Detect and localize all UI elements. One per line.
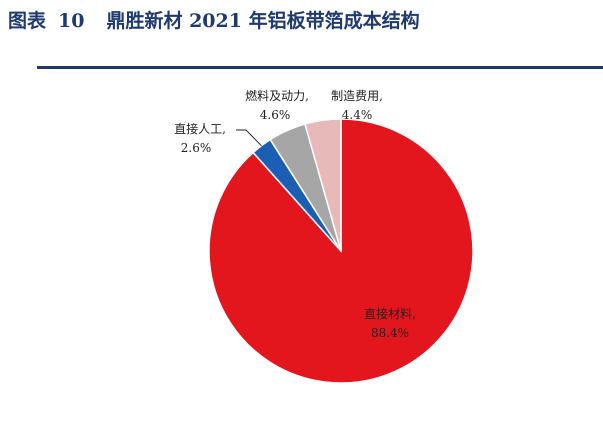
pie-slice-manufacturing [304, 118, 342, 252]
leader-lines [236, 129, 262, 147]
slice-label-direct-labor: 直接人工, [174, 121, 226, 136]
slice-value-direct-labor: 2.6% [181, 141, 212, 155]
slice-value-direct-materials: 88.4% [371, 326, 409, 340]
figure-prefix: 图表 [8, 10, 47, 32]
pie-slices [208, 118, 474, 384]
slice-value-fuel-power: 4.6% [260, 108, 291, 122]
slice-label-manufacturing: 制造费用, [331, 89, 383, 103]
figure-title: 图表 10 鼎胜新材 2021 年铝板带箔成本结构 [8, 6, 420, 33]
slice-label-fuel-power: 燃料及动力, [245, 88, 309, 103]
figure-title-text: 鼎胜新材 2021 年铝板带箔成本结构 [106, 10, 420, 32]
slice-label-direct-materials: 直接材料, [364, 306, 416, 321]
title-divider [37, 66, 603, 69]
leader-line-direct-labor [236, 129, 262, 147]
figure-number: 10 [58, 10, 85, 32]
slice-value-manufacturing: 4.4% [342, 108, 373, 122]
